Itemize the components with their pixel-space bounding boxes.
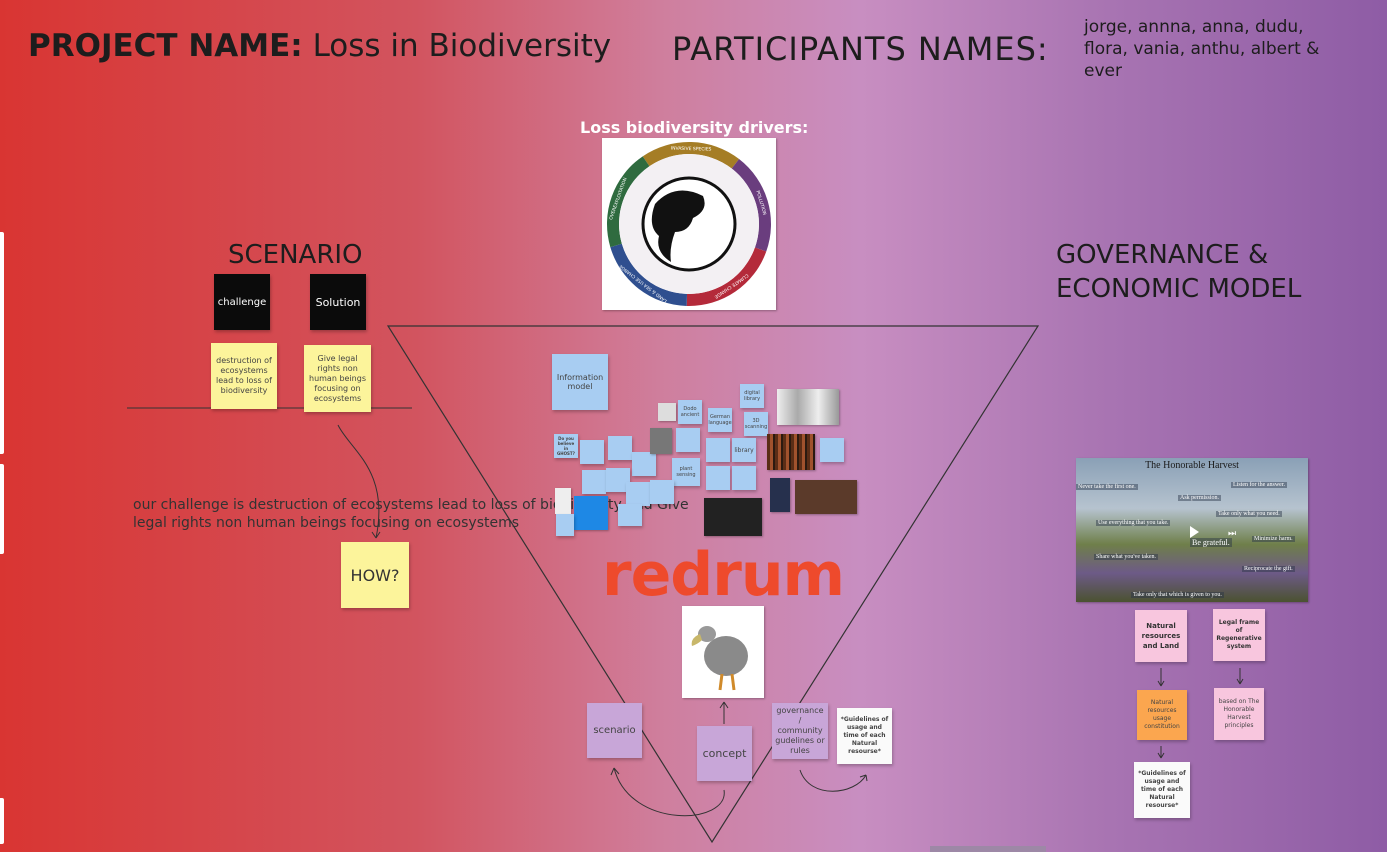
scenario-statement: our challenge is destruction of ecosyste…: [133, 497, 689, 531]
german-language-note[interactable]: German language: [708, 408, 732, 432]
center-note-small-7[interactable]: [582, 470, 606, 494]
challenge-note[interactable]: destruction of ecosystems lead to loss o…: [211, 343, 277, 409]
bottom-panel-edge: [930, 846, 1046, 852]
center-note-small-3[interactable]: [632, 452, 656, 476]
center-note-small-1[interactable]: [580, 440, 604, 464]
wheel-segment: [686, 247, 767, 306]
guidelines-note[interactable]: *Guidelines of usage and time of each Na…: [837, 708, 892, 764]
harvest-principle: Listen for the answer.: [1231, 482, 1287, 488]
harvest-principle: Ask permission.: [1178, 495, 1221, 501]
harvest-principle: Take only what you need.: [1216, 511, 1282, 517]
digital-library-note[interactable]: digital library: [740, 384, 764, 408]
harvest-principle: Minimize harm.: [1252, 536, 1295, 542]
edge-tab-1[interactable]: [0, 232, 4, 454]
scenario-note[interactable]: scenario: [587, 703, 642, 758]
natural-resources-note[interactable]: Natural resources and Land: [1135, 610, 1187, 662]
project-name: Loss in Biodiversity: [312, 28, 612, 64]
center-note-small-6[interactable]: [820, 438, 844, 462]
wheel-segment: [607, 156, 650, 248]
harvest-principle: Be grateful.: [1190, 538, 1232, 547]
center-note-small-5[interactable]: [706, 438, 730, 462]
concept-note[interactable]: concept: [697, 726, 752, 781]
harvest-principle: Share what you've taken.: [1094, 554, 1159, 560]
dodo-thumb[interactable]: [658, 403, 676, 421]
library-cover-image[interactable]: [795, 480, 857, 514]
funnel-triangle: [386, 325, 1040, 844]
harvest-principle: Reciprocate the gift.: [1242, 566, 1295, 572]
harvest-principle: Use everything that you take.: [1096, 520, 1171, 526]
edge-tab-3[interactable]: [0, 798, 4, 844]
believe-ghost-note[interactable]: Do you believe in GHOST?: [554, 434, 578, 458]
3d-scanning-note[interactable]: 3D scanning: [744, 412, 768, 436]
gov-guidelines-note[interactable]: *Guidelines of usage and time of each Na…: [1134, 762, 1190, 818]
governance-title-1: GOVERNANCE &: [1056, 240, 1269, 270]
scenario-arrow: [337, 424, 380, 539]
based-on-note[interactable]: based on The Honorable Harvest principle…: [1214, 688, 1264, 740]
dodo-bird-icon: [691, 626, 748, 691]
drivers-wheel-image[interactable]: INVASIVE SPECIES POLLUTION CLIMATE CHANGE L…: [602, 138, 776, 310]
center-note-small-2[interactable]: [608, 436, 632, 460]
play-icon[interactable]: [1190, 526, 1199, 538]
bookshelf-image[interactable]: [767, 434, 815, 470]
honorable-harvest-video[interactable]: The Honorable Harvest Never take the fir…: [1076, 458, 1308, 602]
legal-frame-note[interactable]: Legal frame of Regenerative system: [1213, 609, 1265, 661]
how-note[interactable]: HOW?: [341, 542, 409, 608]
wheel-segment: [731, 159, 771, 252]
edge-tab-2[interactable]: [0, 464, 4, 554]
book-cover-image[interactable]: [770, 478, 790, 512]
challenge-card[interactable]: challenge: [214, 274, 270, 330]
tech-image[interactable]: [574, 496, 608, 530]
guideline-arrow: [799, 769, 867, 792]
constitution-note[interactable]: Natural resources usage constitution: [1137, 690, 1187, 740]
participants-list: jorge, annna, anna, dudu, flora, vania, …: [1084, 17, 1320, 81]
wheel-label: INVASIVE SPECIES: [671, 145, 712, 152]
drivers-title: Loss biodiversity drivers:: [580, 118, 809, 137]
harvest-principle: Never take the first one.: [1076, 484, 1138, 490]
library-note[interactable]: library: [732, 438, 756, 462]
redrum-logo: redrum: [602, 540, 845, 610]
scenario-title: SCENARIO: [228, 240, 363, 270]
center-note-small-14[interactable]: [618, 504, 642, 526]
participants-label: PARTICIPANTS NAMES:: [672, 30, 1049, 68]
skip-icon[interactable]: ⏭: [1228, 528, 1237, 538]
statues-image[interactable]: [777, 389, 839, 425]
loop-arrow: [613, 767, 725, 817]
center-note-small-11[interactable]: [626, 482, 650, 506]
continent-shape: [651, 190, 705, 262]
dodo-ancient-note[interactable]: Dodo ancient: [678, 400, 702, 424]
statue-thumb[interactable]: [555, 488, 571, 514]
plant-sensing-note[interactable]: plant sensing: [672, 458, 700, 486]
harvest-principle: Take only that which is given to you.: [1131, 592, 1224, 598]
project-title: PROJECT NAME: Loss in Biodiversity: [28, 28, 611, 64]
information-model-note[interactable]: Information model: [552, 354, 608, 410]
center-note-small-13[interactable]: [556, 514, 574, 536]
group-photo[interactable]: [704, 498, 762, 536]
center-note-small-4[interactable]: [676, 428, 700, 452]
solution-card[interactable]: Solution: [310, 274, 366, 330]
governance-note[interactable]: governance / community gudelines or rule…: [772, 703, 828, 759]
wheel-segment: [642, 142, 740, 169]
project-label: PROJECT NAME:: [28, 28, 303, 64]
harvest-title: The Honorable Harvest: [1145, 460, 1239, 471]
dodo-image[interactable]: [682, 606, 764, 698]
governance-title-2: ECONOMIC MODEL: [1056, 274, 1302, 304]
solution-note[interactable]: Give legal rights non human beings focus…: [304, 345, 371, 412]
portrait-thumb[interactable]: [650, 428, 672, 454]
wheel-segment: [610, 243, 688, 306]
center-note-small-9[interactable]: [706, 466, 730, 490]
center-note-small-12[interactable]: [650, 480, 674, 504]
center-note-small-10[interactable]: [732, 466, 756, 490]
